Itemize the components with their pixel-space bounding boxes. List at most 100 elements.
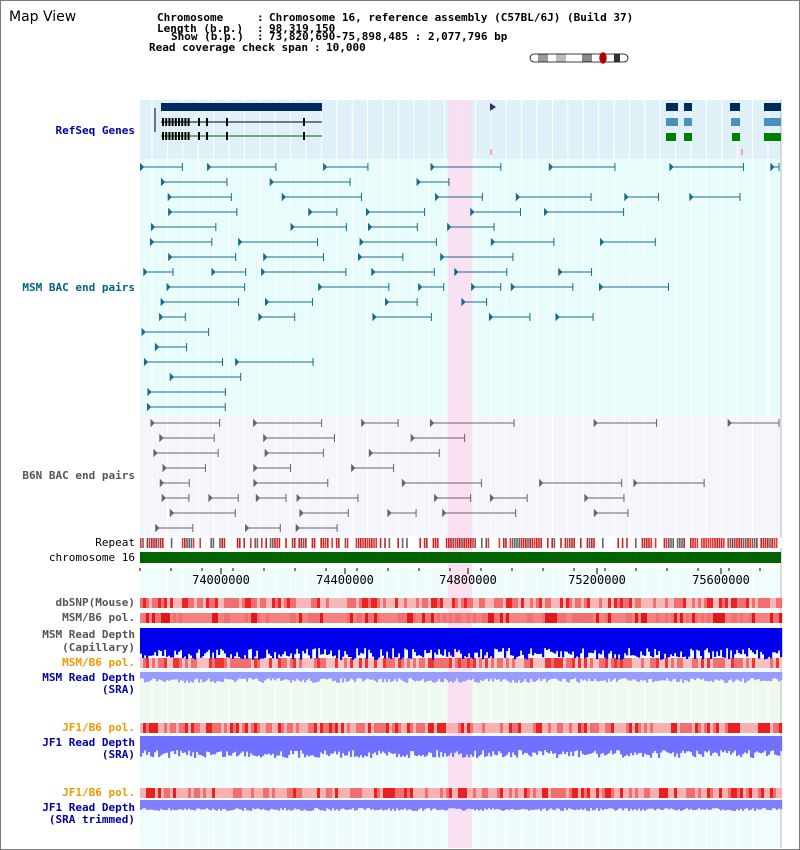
msm-sra-depth-bar — [640, 672, 643, 680]
msm-b6-pol-sra-label[interactable]: MSM/B6 pol. — [62, 656, 135, 669]
msm-depth-capillary-label[interactable]: MSM Read Depth — [42, 628, 135, 641]
msm-bac-pair-end — [281, 192, 287, 202]
dbsnp-cell — [512, 598, 516, 608]
msm-pol-sra-cell — [644, 658, 648, 668]
jf1-trimmed-depth-bar — [358, 800, 361, 809]
msm-pol-sra-cell — [218, 658, 222, 668]
jf1-depth-label[interactable]: JF1 Read Depth — [42, 736, 135, 749]
ideogram-band — [600, 54, 606, 62]
jf1-depth-bar — [654, 736, 657, 751]
jf1-pol-trimmed-cell — [242, 788, 246, 798]
jf1-pol-cell — [182, 723, 186, 733]
msm-pol-sra-cell — [206, 658, 210, 668]
msm-capillary-depth-bar — [448, 628, 451, 652]
repeat-element — [437, 538, 439, 548]
msm-bac-label[interactable]: MSM BAC end pairs — [22, 281, 135, 294]
jf1-pol-label[interactable]: JF1/B6 pol. — [62, 721, 135, 734]
jf1-depth-trimmed-label[interactable]: JF1 Read Depth — [42, 801, 135, 814]
jf1-pol-trimmed-label[interactable]: JF1/B6 pol. — [62, 786, 135, 799]
msm-pol-sra-cell — [278, 658, 282, 668]
dbsnp-cell — [407, 598, 411, 608]
jf1-trimmed-depth-bar — [422, 800, 425, 811]
msm-sra-depth-bar — [508, 672, 511, 682]
repeat-element — [683, 538, 685, 548]
msm-sra-depth-bar — [694, 672, 697, 681]
jf1-trimmed-depth-bar — [194, 800, 197, 811]
jf1-depth-bar — [776, 736, 779, 756]
msm-pol-cell — [416, 613, 420, 623]
exon — [174, 118, 177, 126]
msm-capillary-depth-bar — [318, 628, 321, 649]
jf1-trimmed-depth-bar — [224, 800, 227, 810]
jf1-depth-bar — [350, 736, 353, 757]
jf1-pol-trimmed-cell — [371, 788, 375, 798]
b6n-bac-pair-end — [633, 478, 638, 488]
dbsnp-cell — [686, 598, 690, 608]
exon — [165, 132, 168, 140]
jf1-trimmed-depth-bar — [186, 800, 189, 810]
msm-pol-sra-cell — [263, 658, 267, 668]
msm-depth-sra-label[interactable]: MSM Read Depth — [42, 671, 135, 684]
jf1-depth-bar — [408, 736, 411, 758]
msm-capillary-depth-bar — [692, 628, 695, 651]
msm-capillary-depth-bar — [514, 628, 517, 660]
jf1-trimmed-depth-bar — [550, 800, 553, 809]
jf1-trimmed-depth-bar — [768, 800, 771, 810]
jf1-depth-bar — [378, 736, 381, 751]
msm-sra-depth-bar — [252, 672, 255, 680]
msm-sra-depth-bar — [470, 672, 473, 681]
msm-sra-depth-bar — [192, 672, 195, 683]
msm-pol-cell — [581, 613, 585, 623]
repeat-element — [613, 538, 615, 548]
jf1-pol-cell — [458, 723, 462, 733]
msm-sra-depth-bar — [542, 672, 545, 680]
dbsnp-label[interactable]: dbSNP(Mouse) — [55, 596, 135, 609]
msm-sra-depth-bar — [408, 672, 411, 679]
msm-b6-pol-label[interactable]: MSM/B6 pol. — [62, 611, 135, 624]
msm-capillary-depth-bar — [354, 628, 357, 659]
jf1-pol-trimmed-cell — [740, 788, 744, 798]
jf1-depth-bar — [650, 736, 653, 758]
jf1-pol-cell — [272, 723, 276, 733]
coverage-value: 10,000 — [326, 41, 366, 54]
repeat-element — [404, 538, 406, 548]
jf1-trimmed-depth-bar — [494, 800, 497, 810]
msm-pol-sra-cell — [326, 658, 330, 668]
repeat-element — [159, 538, 162, 548]
msm-capillary-depth-bar — [356, 628, 359, 649]
msm-pol-cell — [440, 613, 444, 623]
msm-pol-sra-cell — [347, 658, 351, 668]
jf1-depth-bar — [278, 736, 281, 756]
jf1-trimmed-depth-bar — [258, 800, 261, 809]
msm-capillary-depth-bar — [668, 628, 671, 658]
refseq-genes-label[interactable]: RefSeq Genes — [55, 124, 135, 137]
msm-pol-cell — [629, 613, 633, 623]
dbsnp-cell — [173, 598, 177, 608]
repeat-element — [208, 538, 210, 548]
jf1-trimmed-depth-bar — [276, 800, 279, 810]
jf1-pol-cell — [383, 723, 387, 733]
jf1-depth-bar — [424, 736, 427, 757]
jf1-depth-bar — [156, 736, 159, 751]
msm-capillary-depth-bar — [226, 628, 229, 658]
b6n-bac-label[interactable]: B6N BAC end pairs — [22, 469, 135, 482]
msm-capillary-depth-bar — [746, 628, 749, 657]
jf1-depth-bar — [608, 736, 611, 754]
jf1-depth-bar — [246, 736, 249, 752]
repeat-element — [476, 538, 479, 548]
msm-capillary-depth-bar — [474, 628, 477, 653]
jf1-pol-trimmed-cell — [305, 788, 309, 798]
repeat-element — [681, 538, 683, 548]
jf1-pol-trimmed-cell — [773, 788, 777, 798]
jf1-pol-trimmed-cell — [659, 788, 663, 798]
jf1-pol-trimmed-cell — [287, 788, 291, 798]
msm-capillary-depth-bar — [276, 628, 279, 659]
repeat-element — [758, 538, 760, 548]
jf1-pol-trimmed-cell — [338, 788, 342, 798]
jf1-trimmed-depth-bar — [320, 800, 323, 811]
jf1-trimmed-depth-bar — [714, 800, 717, 809]
jf1-pol-cell — [236, 723, 240, 733]
jf1-pol-trimmed-cell — [254, 788, 258, 798]
dbsnp-cell — [647, 598, 651, 608]
